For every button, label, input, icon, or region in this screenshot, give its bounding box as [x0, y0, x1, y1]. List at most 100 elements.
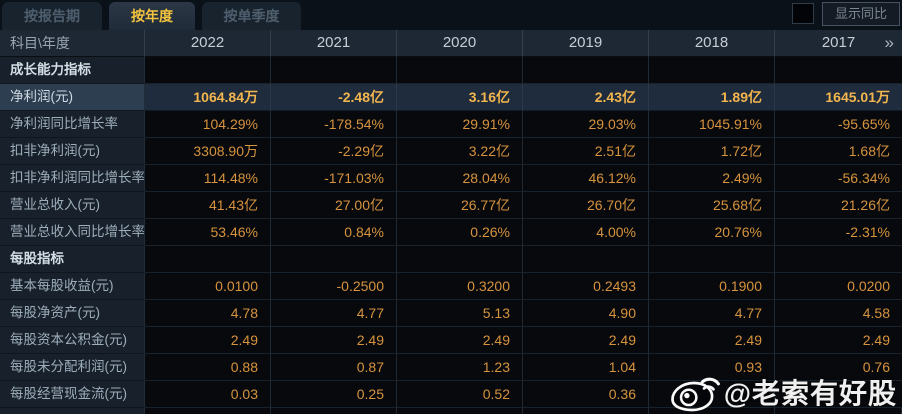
cell-value: 1064.84万 — [145, 84, 271, 111]
cell-value: 0.0100 — [145, 273, 271, 300]
row-label: 每股未分配利润(元) — [0, 354, 145, 381]
cell-value: -95.65% — [775, 111, 902, 138]
cell-value: 4.58 — [775, 300, 902, 327]
cell-value — [523, 246, 649, 273]
cell-value: 0.93 — [649, 354, 775, 381]
cell-value: 2.49 — [649, 327, 775, 354]
row-label: 营业总收入同比增长率 — [0, 219, 145, 246]
row-label: 每股资本公积金(元) — [0, 327, 145, 354]
cell-value: 0.1900 — [649, 273, 775, 300]
cell-value: -0.2500 — [271, 273, 397, 300]
header-year-last: 2017 » — [775, 30, 902, 57]
cell-value — [145, 246, 271, 273]
cell-value: 1.89亿 — [649, 84, 775, 111]
cell-value: -171.03% — [271, 165, 397, 192]
cell-value: 4.77 — [649, 300, 775, 327]
cell-value — [271, 57, 397, 84]
cell-cutoff — [145, 408, 271, 414]
row-label: 每股经营现金流(元) — [0, 381, 145, 408]
row-label: 每股净资产(元) — [0, 300, 145, 327]
cell-value: 2.49 — [271, 327, 397, 354]
cell-value: 2.49 — [397, 327, 523, 354]
cell-value: 4.00% — [523, 219, 649, 246]
row-label: 净利润(元) — [0, 84, 145, 111]
cell-value: 5.13 — [397, 300, 523, 327]
cell-value: 0.26% — [397, 219, 523, 246]
cell-value: -2.31% — [775, 219, 902, 246]
header-year: 2021 — [271, 30, 397, 57]
cell-cutoff — [397, 408, 523, 414]
cell-value: 114.48% — [145, 165, 271, 192]
row-label: 营业总收入(元) — [0, 192, 145, 219]
cell-value — [271, 246, 397, 273]
period-tabbar: 按报告期 按年度 按单季度 显示同比 — [0, 0, 902, 30]
cell-value: 1.04 — [523, 354, 649, 381]
row-label-cutoff — [0, 408, 145, 414]
cell-value: 28.04% — [397, 165, 523, 192]
cell-value — [649, 57, 775, 84]
cell-value: 0.0200 — [775, 273, 902, 300]
cell-value: 104.29% — [145, 111, 271, 138]
cell-value: 0.3200 — [397, 273, 523, 300]
cell-value: 1.72亿 — [649, 138, 775, 165]
row-label: 净利润同比增长率 — [0, 111, 145, 138]
show-yoy-button[interactable]: 显示同比 — [822, 2, 900, 26]
row-label: 每股指标 — [0, 246, 145, 273]
cell-value: 3308.90万 — [145, 138, 271, 165]
tab-report-period[interactable]: 按报告期 — [2, 2, 102, 30]
cell-value: 0.76 — [775, 354, 902, 381]
tab-quarterly[interactable]: 按单季度 — [202, 2, 301, 30]
cell-value: 27.00亿 — [271, 192, 397, 219]
header-corner: 科目\年度 — [0, 30, 145, 57]
cell-value — [397, 57, 523, 84]
header-year: 2020 — [397, 30, 523, 57]
cell-value: 29.91% — [397, 111, 523, 138]
cell-value: 0.84% — [271, 219, 397, 246]
tab-yearly[interactable]: 按年度 — [109, 2, 195, 30]
cell-value: 2.49 — [145, 327, 271, 354]
cell-value: 2.49 — [775, 327, 902, 354]
cell-value: 1045.91% — [649, 111, 775, 138]
next-years-icon[interactable]: » — [884, 33, 894, 52]
cell-value: 25.68亿 — [649, 192, 775, 219]
header-year: 2022 — [145, 30, 271, 57]
cell-value — [649, 381, 775, 408]
cell-value: 2.49 — [523, 327, 649, 354]
row-label: 扣非净利润(元) — [0, 138, 145, 165]
cell-value: 46.12% — [523, 165, 649, 192]
cell-cutoff — [775, 408, 902, 414]
financial-table: 科目\年度 2022 2021 2020 2019 2018 2017 » 成长能力指标 净利润(… — [0, 30, 902, 414]
cell-value: 3.16亿 — [397, 84, 523, 111]
cell-value: 3.22亿 — [397, 138, 523, 165]
cell-value: 1.68亿 — [775, 138, 902, 165]
header-year: 2018 — [649, 30, 775, 57]
cell-value: -2.48亿 — [271, 84, 397, 111]
cell-value: 0.25 — [271, 381, 397, 408]
cell-value: 2.49% — [649, 165, 775, 192]
cell-value: 0.36 — [523, 381, 649, 408]
header-year: 2019 — [523, 30, 649, 57]
cell-cutoff — [523, 408, 649, 414]
cell-value: 0.03 — [145, 381, 271, 408]
cell-value: 26.77亿 — [397, 192, 523, 219]
cell-value: 4.90 — [523, 300, 649, 327]
cell-value: 2.51亿 — [523, 138, 649, 165]
cell-value: 0.52 — [397, 381, 523, 408]
header-year: 2017 — [821, 34, 856, 51]
cell-cutoff — [271, 408, 397, 414]
cell-value: -2.29亿 — [271, 138, 397, 165]
cell-value — [775, 246, 902, 273]
cell-value: 41.43亿 — [145, 192, 271, 219]
cell-value: 2.43亿 — [523, 84, 649, 111]
show-yoy-checkbox[interactable] — [792, 3, 814, 24]
cell-value: 4.78 — [145, 300, 271, 327]
cell-cutoff — [649, 408, 775, 414]
cell-value: 20.76% — [649, 219, 775, 246]
cell-value — [649, 246, 775, 273]
cell-value: 0.2493 — [523, 273, 649, 300]
cell-value — [523, 57, 649, 84]
row-label: 基本每股收益(元) — [0, 273, 145, 300]
cell-value — [775, 381, 902, 408]
cell-value: 53.46% — [145, 219, 271, 246]
